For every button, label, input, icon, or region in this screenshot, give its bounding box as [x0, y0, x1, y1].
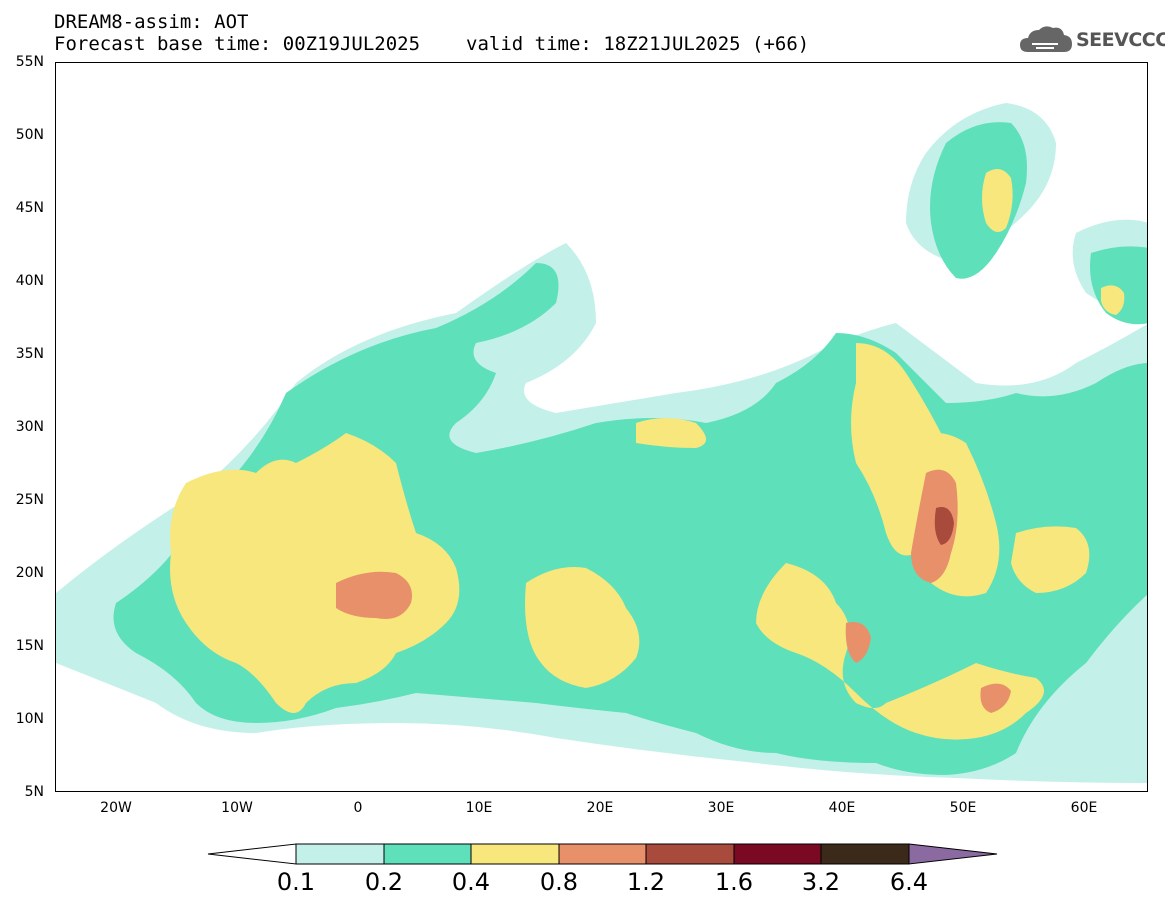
lat-label: 10N — [15, 711, 44, 727]
lat-label: 45N — [15, 200, 44, 216]
lon-label: 30E — [707, 800, 735, 816]
lat-label: 25N — [15, 492, 44, 508]
colorbar-label: 1.6 — [714, 868, 754, 896]
lat-label: 20N — [15, 565, 44, 581]
lat-label: 5N — [24, 784, 44, 800]
colorbar-label: 0.2 — [364, 868, 404, 896]
lon-label: 10E — [465, 800, 493, 816]
lat-label: 30N — [15, 419, 44, 435]
forecast-times: Forecast base time: 00Z19JUL2025 valid ti… — [54, 33, 809, 55]
lon-label: 60E — [1070, 800, 1098, 816]
lon-label: 10W — [221, 800, 253, 816]
product-title: DREAM8-assim: AOT — [54, 11, 249, 33]
colorbar-label: 0.1 — [276, 868, 316, 896]
seevccc-logo: SEEVCCC — [1018, 22, 1165, 58]
lat-label: 40N — [15, 273, 44, 289]
lat-label: 35N — [15, 346, 44, 362]
aot-map — [55, 62, 1148, 792]
colorbar-label: 1.2 — [626, 868, 666, 896]
lon-label: 0 — [353, 800, 363, 816]
colorbar-label: 3.2 — [801, 868, 841, 896]
colorbar-swatch — [645, 843, 735, 865]
base-time: Forecast base time: 00Z19JUL2025 — [54, 33, 421, 55]
colorbar-swatch — [383, 843, 472, 865]
colorbar-label: 0.4 — [451, 868, 491, 896]
colorbar-under-arrow — [207, 843, 297, 865]
lon-label: 40E — [828, 800, 856, 816]
lon-label: 20W — [100, 800, 132, 816]
aot-level-1-2 — [934, 507, 954, 545]
lat-label: 50N — [15, 127, 44, 143]
aot-field — [56, 103, 1147, 783]
colorbar-swatch — [558, 843, 647, 865]
valid-time: valid time: 18Z21JUL2025 (+66) — [466, 33, 810, 55]
colorbar-swatch — [470, 843, 560, 865]
lon-label: 20E — [586, 800, 614, 816]
colorbar-label: 6.4 — [889, 868, 929, 896]
logo-text: SEEVCCC — [1076, 29, 1165, 51]
aot-level-0-8 — [336, 469, 1011, 713]
cloud-icon — [1020, 26, 1072, 52]
colorbar-swatch — [295, 843, 385, 865]
colorbar-swatch — [820, 843, 910, 865]
lon-label: 50E — [949, 800, 977, 816]
lat-label: 55N — [15, 54, 44, 70]
colorbar-over-arrow — [908, 843, 998, 865]
colorbar — [207, 843, 998, 865]
colorbar-label: 0.8 — [539, 868, 579, 896]
lat-label: 15N — [15, 638, 44, 654]
colorbar-swatch — [733, 843, 822, 865]
